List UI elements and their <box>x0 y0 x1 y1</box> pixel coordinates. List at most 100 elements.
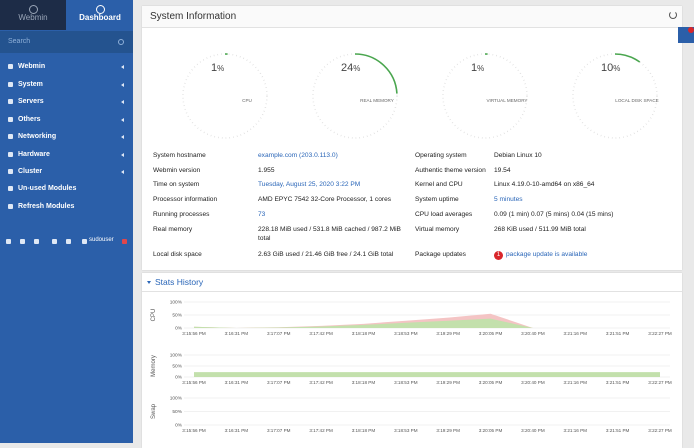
x-tick-label: 3:19:29 PM <box>436 380 460 385</box>
info-value[interactable]: 1 package update is available <box>494 250 674 260</box>
area <box>194 318 660 328</box>
menu-label: Un-used Modules <box>18 185 77 192</box>
panel-title[interactable]: Stats History <box>155 277 204 287</box>
menu-item[interactable]: Hardware <box>0 147 133 163</box>
notification-dot <box>688 27 694 33</box>
x-tick-label: 3:20:40 PM <box>521 380 545 385</box>
logout-icon[interactable] <box>122 239 127 244</box>
tool-icon[interactable] <box>6 239 11 244</box>
x-tick-label: 3:20:05 PM <box>479 331 503 336</box>
info-text[interactable]: example.com (203.0.113.0) <box>258 152 338 159</box>
x-tick-label: 3:20:40 PM <box>521 331 545 336</box>
x-tick-label: 3:18:18 PM <box>352 331 376 336</box>
info-value[interactable]: 5 minutes <box>494 195 674 204</box>
menu-item[interactable]: Webmin <box>0 59 133 75</box>
menu-arrow <box>121 153 124 157</box>
panel-header <box>142 273 682 292</box>
tool-icon[interactable] <box>52 239 57 244</box>
info-value: 268 KiB used / 511.99 MiB total <box>494 225 674 234</box>
gauge-unit: % <box>477 64 484 73</box>
chart-label: Swap <box>151 403 157 419</box>
menu-item[interactable]: Refresh Modules <box>0 199 133 215</box>
chart-label: Memory <box>151 355 157 377</box>
info-value[interactable]: Tuesday, August 25, 2020 3:22 PM <box>258 180 408 189</box>
collapse-caret[interactable] <box>147 281 151 284</box>
menu-icon <box>8 134 13 139</box>
refresh-button[interactable] <box>669 11 677 19</box>
info-value[interactable]: 73 <box>258 210 408 219</box>
y-tick-label: 100% <box>170 396 183 402</box>
gauge-value: 1% <box>471 62 484 74</box>
gauge-value: 1% <box>211 62 224 74</box>
y-tick-label: 100% <box>170 353 183 359</box>
menu-icon <box>8 64 13 69</box>
x-tick-label: 3:21:16 PM <box>564 380 588 385</box>
menu-arrow <box>121 100 124 104</box>
menu-item[interactable]: Un-used Modules <box>0 181 133 197</box>
x-tick-label: 3:19:29 PM <box>436 428 460 433</box>
gauge-value: 24% <box>341 62 360 74</box>
info-text[interactable]: Tuesday, August 25, 2020 3:22 PM <box>258 181 361 188</box>
area <box>194 313 660 328</box>
x-tick-label: 3:18:53 PM <box>394 428 418 433</box>
info-value: Debian Linux 10 <box>494 151 674 160</box>
tab[interactable]: Webmin <box>0 0 66 30</box>
x-tick-label: 3:20:40 PM <box>521 428 545 433</box>
menu-item[interactable]: System <box>0 77 133 93</box>
info-label: System hostname <box>153 152 206 159</box>
info-text[interactable]: package update is available <box>506 251 588 258</box>
menu-item[interactable]: Others <box>0 112 133 128</box>
user-name[interactable]: sudouser <box>89 237 114 243</box>
gauge-label: REAL MEMORY <box>360 98 394 103</box>
info-label: Authentic theme version <box>415 167 486 174</box>
info-value: 19.54 <box>494 166 674 175</box>
menu-label: Refresh Modules <box>18 203 75 210</box>
tool-icon[interactable] <box>34 239 39 244</box>
x-tick-label: 3:18:18 PM <box>352 428 376 433</box>
x-tick-label: 3:22:27 PM <box>648 428 672 433</box>
info-label: System uptime <box>415 196 459 203</box>
info-text: Linux 4.19.0-10-amd64 on x86_64 <box>494 181 595 188</box>
panel-title: System Information <box>150 11 237 22</box>
tool-icon[interactable] <box>82 239 87 244</box>
menu-label: System <box>18 81 43 88</box>
menu-label: Networking <box>18 133 57 140</box>
badge: 1 <box>494 251 503 260</box>
tool-icon[interactable] <box>66 239 71 244</box>
menu-item[interactable]: Networking <box>0 129 133 145</box>
info-label: Webmin version <box>153 167 201 174</box>
gauge-unit: % <box>353 64 360 73</box>
y-tick-label: 0% <box>175 375 183 381</box>
menu-label: Others <box>18 116 41 123</box>
gauge-number: 1 <box>211 62 217 74</box>
search-box[interactable]: Search <box>0 31 133 53</box>
info-text[interactable]: 5 minutes <box>494 196 523 203</box>
info-label: Virtual memory <box>415 226 460 233</box>
tool-icon[interactable] <box>20 239 25 244</box>
system-info-panel <box>142 6 682 270</box>
x-tick-label: 3:22:27 PM <box>648 380 672 385</box>
x-tick-label: 3:16:31 PM <box>225 331 249 336</box>
menu-item[interactable]: Cluster <box>0 164 133 180</box>
gauge-label: CPU <box>242 98 252 103</box>
menu-label: Cluster <box>18 168 43 175</box>
menu-item[interactable]: Servers <box>0 94 133 110</box>
menu-label: Webmin <box>18 63 46 70</box>
tab[interactable]: Dashboard <box>67 0 133 30</box>
panel-header <box>142 6 682 28</box>
info-text[interactable]: 73 <box>258 211 266 218</box>
menu-label: Servers <box>18 98 44 105</box>
menu-icon <box>8 204 13 209</box>
toolbar <box>0 234 133 250</box>
info-label: Real memory <box>153 226 193 233</box>
info-value[interactable]: example.com (203.0.113.0) <box>258 151 408 160</box>
info-text: AMD EPYC 7542 32-Core Processor, 1 cores <box>258 196 392 203</box>
x-tick-label: 3:21:51 PM <box>606 331 630 336</box>
chart-label: CPU <box>151 309 157 322</box>
y-tick-label: 0% <box>175 423 183 429</box>
info-value: AMD EPYC 7542 32-Core Processor, 1 cores <box>258 195 408 204</box>
gauge-label: LOCAL DISK SPACE <box>615 98 658 103</box>
info-label: Kernel and CPU <box>415 181 463 188</box>
info-value: 228.18 MiB used / 531.8 MiB cached / 987… <box>258 225 408 243</box>
